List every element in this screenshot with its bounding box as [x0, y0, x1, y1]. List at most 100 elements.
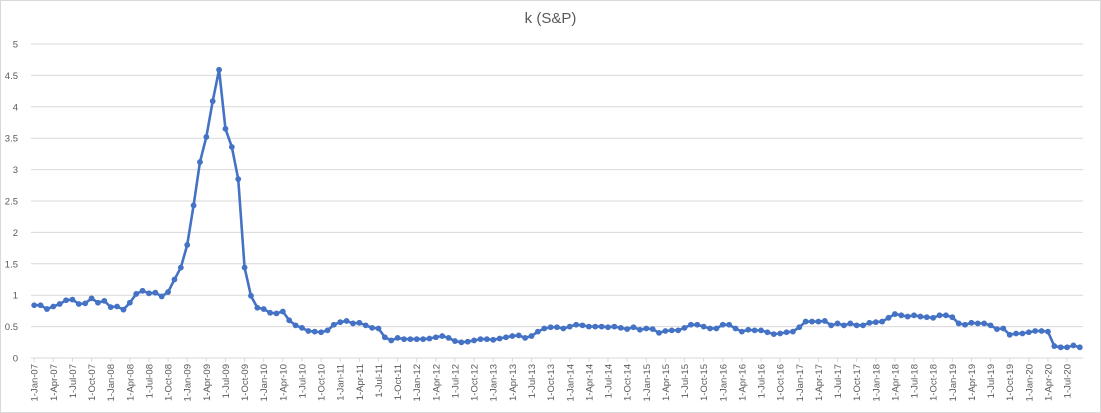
data-point — [350, 320, 356, 327]
data-point — [860, 322, 866, 329]
data-point — [636, 326, 643, 333]
data-point — [994, 326, 1000, 333]
x-tick-label: 1-Jan-11 — [336, 364, 347, 401]
data-point — [649, 326, 656, 333]
data-point — [483, 336, 490, 343]
data-point — [592, 323, 599, 330]
data-point — [63, 297, 69, 304]
data-point — [515, 332, 522, 339]
data-point — [471, 337, 478, 344]
x-tick-label: 1-Jul-15 — [680, 364, 691, 398]
data-point — [981, 320, 988, 327]
data-point — [707, 325, 713, 332]
data-point — [1000, 325, 1007, 332]
data-point — [726, 321, 733, 328]
x-tick-label: 1-Oct-11 — [393, 364, 404, 400]
data-point — [936, 312, 943, 319]
x-tick-label: 1-Apr-11 — [355, 364, 366, 400]
x-tick-label: 1-Apr-12 — [431, 364, 442, 401]
data-point — [802, 318, 809, 325]
data-point — [828, 322, 835, 329]
data-point — [643, 325, 650, 332]
data-point — [713, 325, 720, 332]
data-point — [203, 134, 210, 140]
x-tick-label: 1-Apr-17 — [814, 364, 825, 401]
x-tick-label: 1-Jan-13 — [489, 364, 500, 402]
data-point — [841, 322, 847, 329]
data-point — [190, 202, 197, 209]
x-tick-label: 1-Oct-15 — [699, 364, 710, 401]
data-point — [573, 321, 580, 328]
data-point — [356, 319, 363, 326]
y-tick-label: 1.5 — [5, 259, 18, 270]
data-point — [898, 312, 905, 319]
data-point — [311, 328, 318, 335]
x-tick-label: 1-Jul-07 — [68, 364, 79, 398]
data-point — [1025, 329, 1032, 336]
data-point — [547, 324, 554, 331]
x-tick-label: 1-Jan-16 — [718, 364, 729, 402]
data-point — [885, 314, 892, 321]
data-point — [955, 320, 962, 327]
data-point — [37, 302, 44, 309]
data-point — [330, 321, 337, 328]
data-point — [31, 302, 38, 309]
series-line — [32, 68, 1082, 349]
data-point — [260, 306, 267, 312]
data-point — [413, 336, 420, 343]
data-point — [790, 328, 796, 335]
x-tick-label: 1-Jan-09 — [183, 364, 194, 402]
data-point — [662, 328, 669, 334]
data-point — [758, 327, 764, 334]
data-point — [566, 323, 573, 330]
y-tick-label: 4.5 — [5, 71, 18, 82]
data-point — [158, 293, 165, 300]
data-point — [668, 327, 675, 334]
data-point — [541, 325, 548, 332]
data-point — [879, 318, 886, 325]
chart-title: k (S&P) — [524, 10, 577, 27]
x-tick-label: 1-Oct-10 — [317, 364, 328, 401]
data-point — [821, 318, 828, 324]
data-point — [286, 317, 293, 324]
y-tick-label: 5 — [13, 40, 18, 51]
y-tick-label: 1 — [13, 291, 18, 302]
x-tick-label: 1-Apr-19 — [967, 364, 978, 401]
data-point — [267, 309, 273, 316]
data-point — [528, 333, 535, 339]
data-point — [1057, 344, 1064, 351]
x-tick-label: 1-Jul-10 — [297, 364, 308, 398]
data-point — [120, 306, 127, 313]
x-tick-label: 1-Oct-13 — [546, 364, 557, 401]
data-point — [394, 335, 401, 341]
data-point — [617, 324, 624, 331]
data-point — [279, 308, 286, 315]
x-tick-label: 1-Jul-12 — [450, 364, 461, 398]
data-point — [75, 301, 82, 307]
data-point — [962, 321, 968, 328]
x-tick-label: 1-Apr-18 — [890, 364, 901, 401]
data-point — [745, 326, 752, 333]
x-tick-label: 1-Apr-20 — [1043, 364, 1054, 401]
x-tick-label: 1-Oct-14 — [623, 364, 634, 401]
data-point — [783, 329, 790, 336]
data-point — [1013, 330, 1019, 337]
y-tick-label: 4 — [13, 102, 18, 113]
data-point — [611, 323, 618, 330]
data-point — [777, 330, 784, 337]
x-tick-label: 1-Jul-13 — [527, 364, 538, 398]
data-point — [452, 338, 458, 344]
data-point — [292, 322, 299, 329]
x-tick-label: 1-Apr-08 — [125, 364, 136, 401]
data-point — [241, 264, 248, 271]
x-tick-label: 1-Oct-07 — [87, 364, 98, 401]
y-tick-label: 3 — [13, 165, 18, 176]
x-tick-label: 1-Jul-17 — [833, 364, 844, 398]
data-point — [892, 311, 898, 317]
data-point — [388, 337, 395, 344]
x-tick-label: 1-Jan-12 — [412, 364, 423, 402]
x-tick-label: 1-Jul-18 — [910, 364, 921, 398]
x-tick-label: 1-Oct-12 — [470, 364, 481, 401]
x-tick-label: 1-Jan-07 — [30, 364, 41, 402]
